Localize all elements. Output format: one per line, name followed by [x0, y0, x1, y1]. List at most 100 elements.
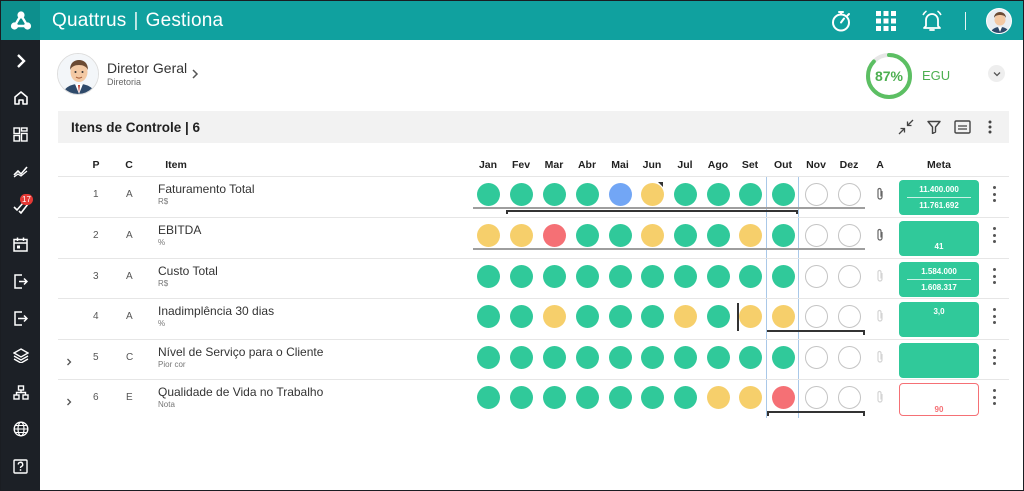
chevron-right-icon[interactable]: [191, 67, 199, 85]
expand-row-chevron-icon[interactable]: [65, 393, 73, 406]
status-dot[interactable]: [771, 223, 795, 247]
meta-target-box[interactable]: 90: [899, 383, 979, 416]
attachment-icon[interactable]: [875, 269, 885, 283]
status-dot[interactable]: [706, 264, 730, 288]
item-name[interactable]: EBITDA: [158, 223, 202, 237]
item-name[interactable]: Nível de Serviço para o Cliente: [158, 345, 324, 359]
status-dot[interactable]: [476, 304, 500, 328]
item-name[interactable]: Inadimplência 30 dias: [158, 304, 275, 318]
status-dot[interactable]: [771, 345, 795, 369]
column-a[interactable]: A: [876, 159, 884, 171]
status-dot[interactable]: [575, 304, 599, 328]
status-dot[interactable]: [673, 264, 697, 288]
row-menu-icon[interactable]: [991, 308, 997, 324]
column-month[interactable]: Out: [773, 159, 793, 171]
status-dot[interactable]: [542, 385, 566, 409]
status-dot[interactable]: [837, 385, 861, 409]
status-dot[interactable]: [673, 345, 697, 369]
meta-target-box[interactable]: 11.400.000 11.761.692: [899, 180, 979, 215]
status-dot[interactable]: [837, 223, 861, 247]
status-dot[interactable]: [837, 304, 861, 328]
status-dot[interactable]: [575, 182, 599, 206]
user-avatar[interactable]: [986, 7, 1012, 34]
status-dot[interactable]: [804, 182, 828, 206]
status-dot[interactable]: [673, 223, 697, 247]
globe-icon[interactable]: [1, 414, 40, 444]
status-dot[interactable]: [738, 182, 762, 206]
status-dot[interactable]: [771, 182, 795, 206]
status-dot[interactable]: [804, 345, 828, 369]
status-dot[interactable]: [608, 223, 632, 247]
column-c[interactable]: C: [125, 159, 133, 171]
status-dot[interactable]: [837, 264, 861, 288]
status-dot[interactable]: [575, 385, 599, 409]
attachment-icon[interactable]: [875, 390, 885, 404]
status-dot[interactable]: [608, 304, 632, 328]
status-dot[interactable]: [476, 182, 500, 206]
row-menu-icon[interactable]: [991, 389, 997, 405]
stopwatch-icon[interactable]: [829, 9, 853, 33]
column-month[interactable]: Ago: [707, 159, 729, 171]
status-dot[interactable]: [640, 223, 664, 247]
status-dot[interactable]: [804, 304, 828, 328]
status-dot[interactable]: [542, 264, 566, 288]
status-dot[interactable]: [476, 223, 500, 247]
status-dot[interactable]: [706, 223, 730, 247]
column-month[interactable]: Jul: [677, 159, 693, 171]
status-dot[interactable]: [738, 385, 762, 409]
column-month[interactable]: Mar: [544, 159, 564, 171]
display-settings-icon[interactable]: [953, 118, 971, 136]
quattrus-logo[interactable]: [1, 1, 40, 40]
status-dot[interactable]: [673, 182, 697, 206]
expand-row-chevron-icon[interactable]: [65, 353, 73, 366]
status-dot[interactable]: [771, 264, 795, 288]
attachment-icon[interactable]: [875, 309, 885, 323]
calendar-icon[interactable]: [1, 229, 40, 259]
attachment-icon[interactable]: [875, 228, 885, 242]
person-name[interactable]: Diretor Geral: [107, 60, 188, 76]
status-dot[interactable]: [640, 264, 664, 288]
attachment-icon[interactable]: [875, 187, 885, 201]
status-dot[interactable]: [542, 223, 566, 247]
row-menu-icon[interactable]: [991, 268, 997, 284]
dashboard-icon[interactable]: [1, 119, 40, 149]
column-month[interactable]: Dez: [839, 159, 859, 171]
column-month[interactable]: Abr: [577, 159, 597, 171]
status-dot[interactable]: [476, 264, 500, 288]
status-dot[interactable]: [706, 304, 730, 328]
status-dot[interactable]: [706, 182, 730, 206]
status-dot[interactable]: [640, 182, 664, 206]
collapse-icon[interactable]: [897, 118, 915, 136]
status-dot[interactable]: [542, 182, 566, 206]
status-dot[interactable]: [640, 385, 664, 409]
status-dot[interactable]: [673, 385, 697, 409]
status-dot[interactable]: [476, 385, 500, 409]
column-month[interactable]: Set: [741, 159, 759, 171]
bell-icon[interactable]: [920, 9, 944, 33]
status-dot[interactable]: [804, 385, 828, 409]
help-icon[interactable]: [1, 451, 40, 481]
status-dot[interactable]: [738, 304, 762, 328]
meta-target-box[interactable]: 1.584.000 1.608.317: [899, 262, 979, 297]
status-dot[interactable]: [640, 304, 664, 328]
status-dot[interactable]: [673, 304, 697, 328]
status-dot[interactable]: [771, 304, 795, 328]
item-name[interactable]: Qualidade de Vida no Trabalho: [158, 385, 324, 399]
column-month[interactable]: Nov: [806, 159, 826, 171]
status-dot[interactable]: [837, 182, 861, 206]
trend-icon[interactable]: [1, 156, 40, 186]
status-dot[interactable]: [509, 182, 533, 206]
status-dot[interactable]: [738, 345, 762, 369]
status-dot[interactable]: [575, 223, 599, 247]
status-dot[interactable]: [804, 223, 828, 247]
row-menu-icon[interactable]: [991, 186, 997, 202]
status-dot[interactable]: [837, 345, 861, 369]
status-dot[interactable]: [738, 223, 762, 247]
apps-grid-icon[interactable]: [874, 9, 898, 33]
column-meta[interactable]: Meta: [927, 159, 951, 171]
logout-icon[interactable]: [1, 303, 40, 333]
status-dot[interactable]: [509, 385, 533, 409]
status-dot[interactable]: [575, 264, 599, 288]
attachment-icon[interactable]: [875, 350, 885, 364]
status-dot[interactable]: [608, 385, 632, 409]
